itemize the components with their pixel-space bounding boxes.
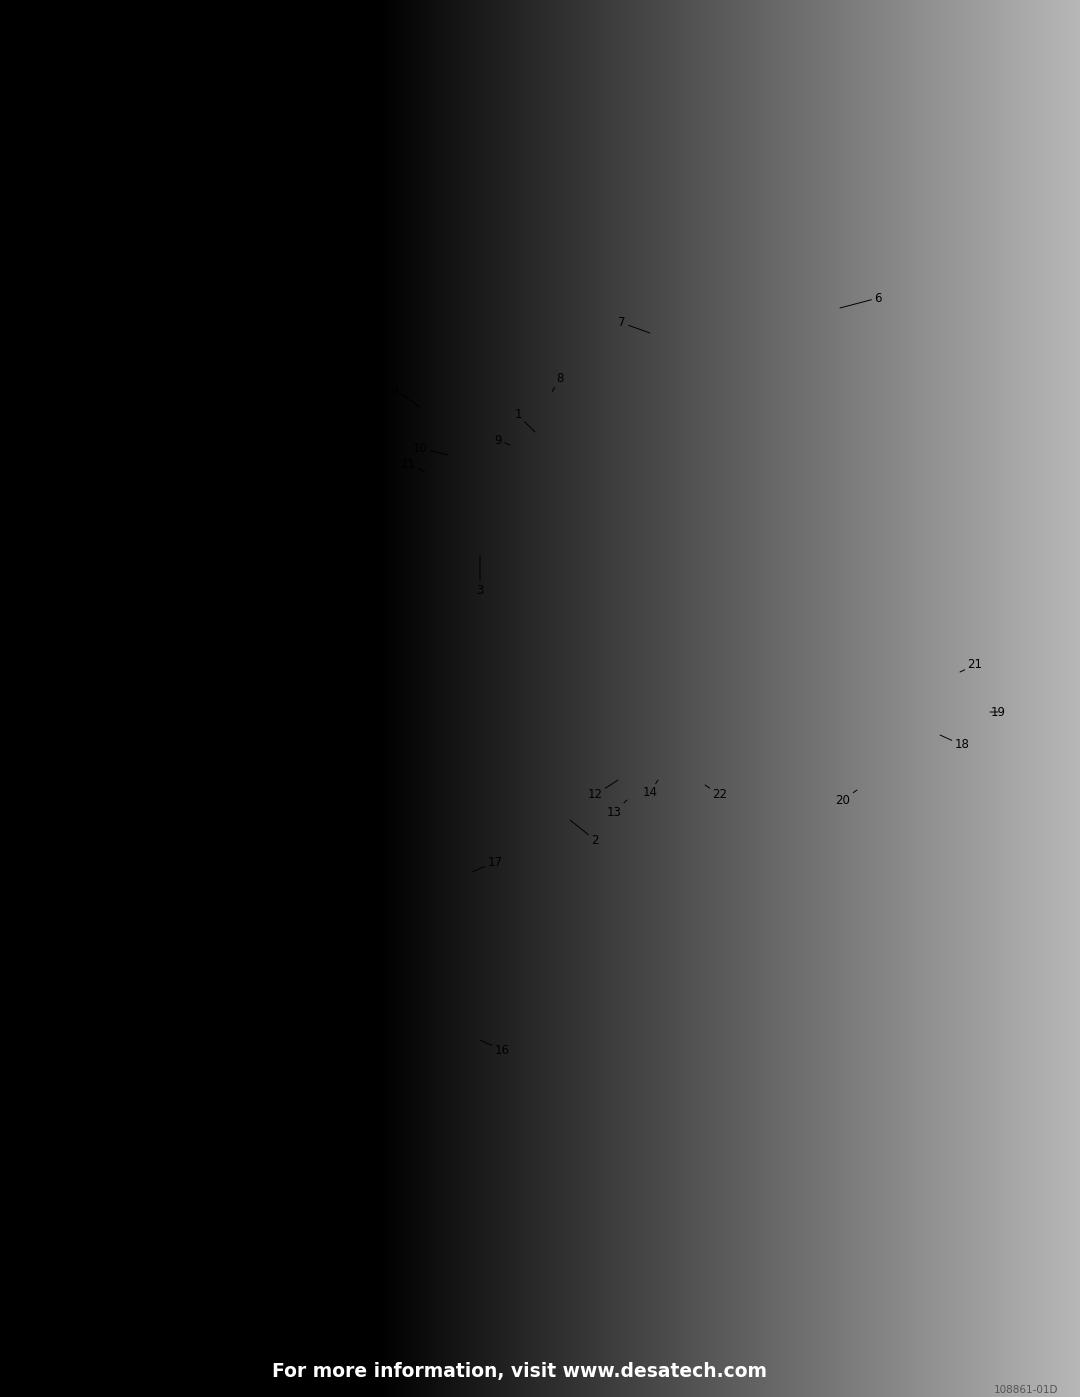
Polygon shape: [545, 342, 555, 409]
Polygon shape: [780, 560, 840, 588]
Polygon shape: [181, 372, 270, 432]
Polygon shape: [415, 735, 570, 750]
Polygon shape: [418, 647, 553, 687]
Text: BREAKDOWN: BREAKDOWN: [32, 194, 320, 232]
Polygon shape: [972, 305, 990, 320]
Text: 12: 12: [588, 780, 618, 802]
Polygon shape: [370, 430, 590, 800]
Text: ILLUSTRATED PARTS: ILLUSTRATED PARTS: [32, 154, 475, 191]
Polygon shape: [780, 636, 840, 664]
Text: 23-6: 23-6: [258, 391, 285, 404]
Text: 19: 19: [990, 705, 1005, 718]
Polygon shape: [680, 775, 715, 800]
Text: 17: 17: [472, 855, 502, 872]
Text: 5: 5: [349, 982, 380, 1000]
Polygon shape: [140, 319, 241, 394]
Text: 23-1: 23-1: [270, 481, 315, 493]
Polygon shape: [882, 722, 895, 789]
Text: 20: 20: [836, 789, 858, 806]
Polygon shape: [490, 425, 660, 434]
Polygon shape: [378, 437, 582, 792]
Text: 21: 21: [960, 658, 983, 672]
Text: (V)V36N, (V)V36NS, (V)V36NH,: (V)V36N, (V)V36NS, (V)V36NH,: [32, 244, 268, 260]
Circle shape: [951, 664, 968, 680]
Text: 2: 2: [570, 820, 598, 847]
Polygon shape: [125, 464, 354, 534]
Polygon shape: [780, 599, 840, 629]
Text: 7: 7: [618, 317, 650, 332]
Text: 23-5: 23-5: [242, 344, 269, 356]
Polygon shape: [600, 640, 650, 680]
Circle shape: [970, 700, 990, 719]
Polygon shape: [940, 698, 966, 740]
Bar: [415, 865, 477, 1016]
Text: 1: 1: [514, 408, 535, 432]
Text: 10: 10: [413, 441, 448, 455]
Polygon shape: [470, 800, 660, 870]
Text: 9: 9: [495, 433, 510, 447]
Text: (V)V36N, (V)V36NS, (V)V36NH, (V)V36P, (V)V36PS, (V)V36PH, CHDV36NR: (V)V36N, (V)V36NS, (V)V36NH, (V)V36P, (V…: [105, 56, 590, 68]
Polygon shape: [840, 715, 895, 722]
Polygon shape: [71, 569, 303, 636]
Polygon shape: [600, 680, 870, 710]
Text: 8: 8: [552, 372, 564, 393]
Polygon shape: [418, 692, 553, 731]
Circle shape: [975, 705, 985, 715]
Text: 23-3: 23-3: [232, 591, 275, 605]
Text: (V)V36P, (V)V36PS, (V)V36PH,: (V)V36P, (V)V36PS, (V)V36PH,: [32, 267, 261, 282]
Polygon shape: [590, 370, 880, 800]
Text: 34: 34: [29, 53, 67, 81]
Text: 3: 3: [476, 555, 484, 597]
Polygon shape: [490, 430, 590, 446]
Text: For more information, visit www.desatech.com: For more information, visit www.desatech…: [272, 1362, 768, 1382]
Bar: [437, 855, 492, 985]
Polygon shape: [85, 514, 316, 584]
Text: 16: 16: [300, 883, 325, 900]
Polygon shape: [590, 545, 870, 557]
Text: 23-2: 23-2: [44, 447, 105, 460]
Text: 14: 14: [643, 780, 658, 799]
Text: 13: 13: [607, 800, 627, 819]
Text: 22: 22: [705, 785, 728, 802]
Text: 6: 6: [840, 292, 881, 307]
Text: ILLUSTRATED PARTS BREAKDOWN: ILLUSTRATED PARTS BREAKDOWN: [95, 31, 360, 45]
Polygon shape: [552, 342, 993, 349]
Polygon shape: [610, 770, 650, 800]
Polygon shape: [370, 468, 415, 760]
Bar: [415, 1025, 477, 1146]
Text: CHDV36NR: CHDV36NR: [32, 289, 118, 303]
Text: 108861-01D: 108861-01D: [994, 1384, 1058, 1396]
Polygon shape: [57, 416, 275, 490]
Polygon shape: [700, 440, 755, 490]
Polygon shape: [548, 320, 990, 328]
Text: 11: 11: [401, 457, 426, 472]
Polygon shape: [418, 604, 553, 643]
Text: 18: 18: [940, 735, 970, 752]
Polygon shape: [598, 450, 654, 490]
Polygon shape: [530, 305, 990, 320]
Polygon shape: [370, 370, 880, 430]
Polygon shape: [840, 731, 882, 789]
Polygon shape: [418, 559, 553, 599]
Polygon shape: [418, 471, 553, 511]
Text: 23-4: 23-4: [228, 542, 271, 555]
Polygon shape: [415, 468, 555, 735]
Text: 4: 4: [391, 384, 420, 407]
Text: 15: 15: [330, 799, 360, 814]
Polygon shape: [418, 515, 553, 555]
Polygon shape: [538, 330, 993, 342]
Text: 16: 16: [480, 1039, 510, 1056]
Bar: [300, 810, 380, 940]
Polygon shape: [590, 430, 660, 800]
Bar: [18, 15, 78, 117]
